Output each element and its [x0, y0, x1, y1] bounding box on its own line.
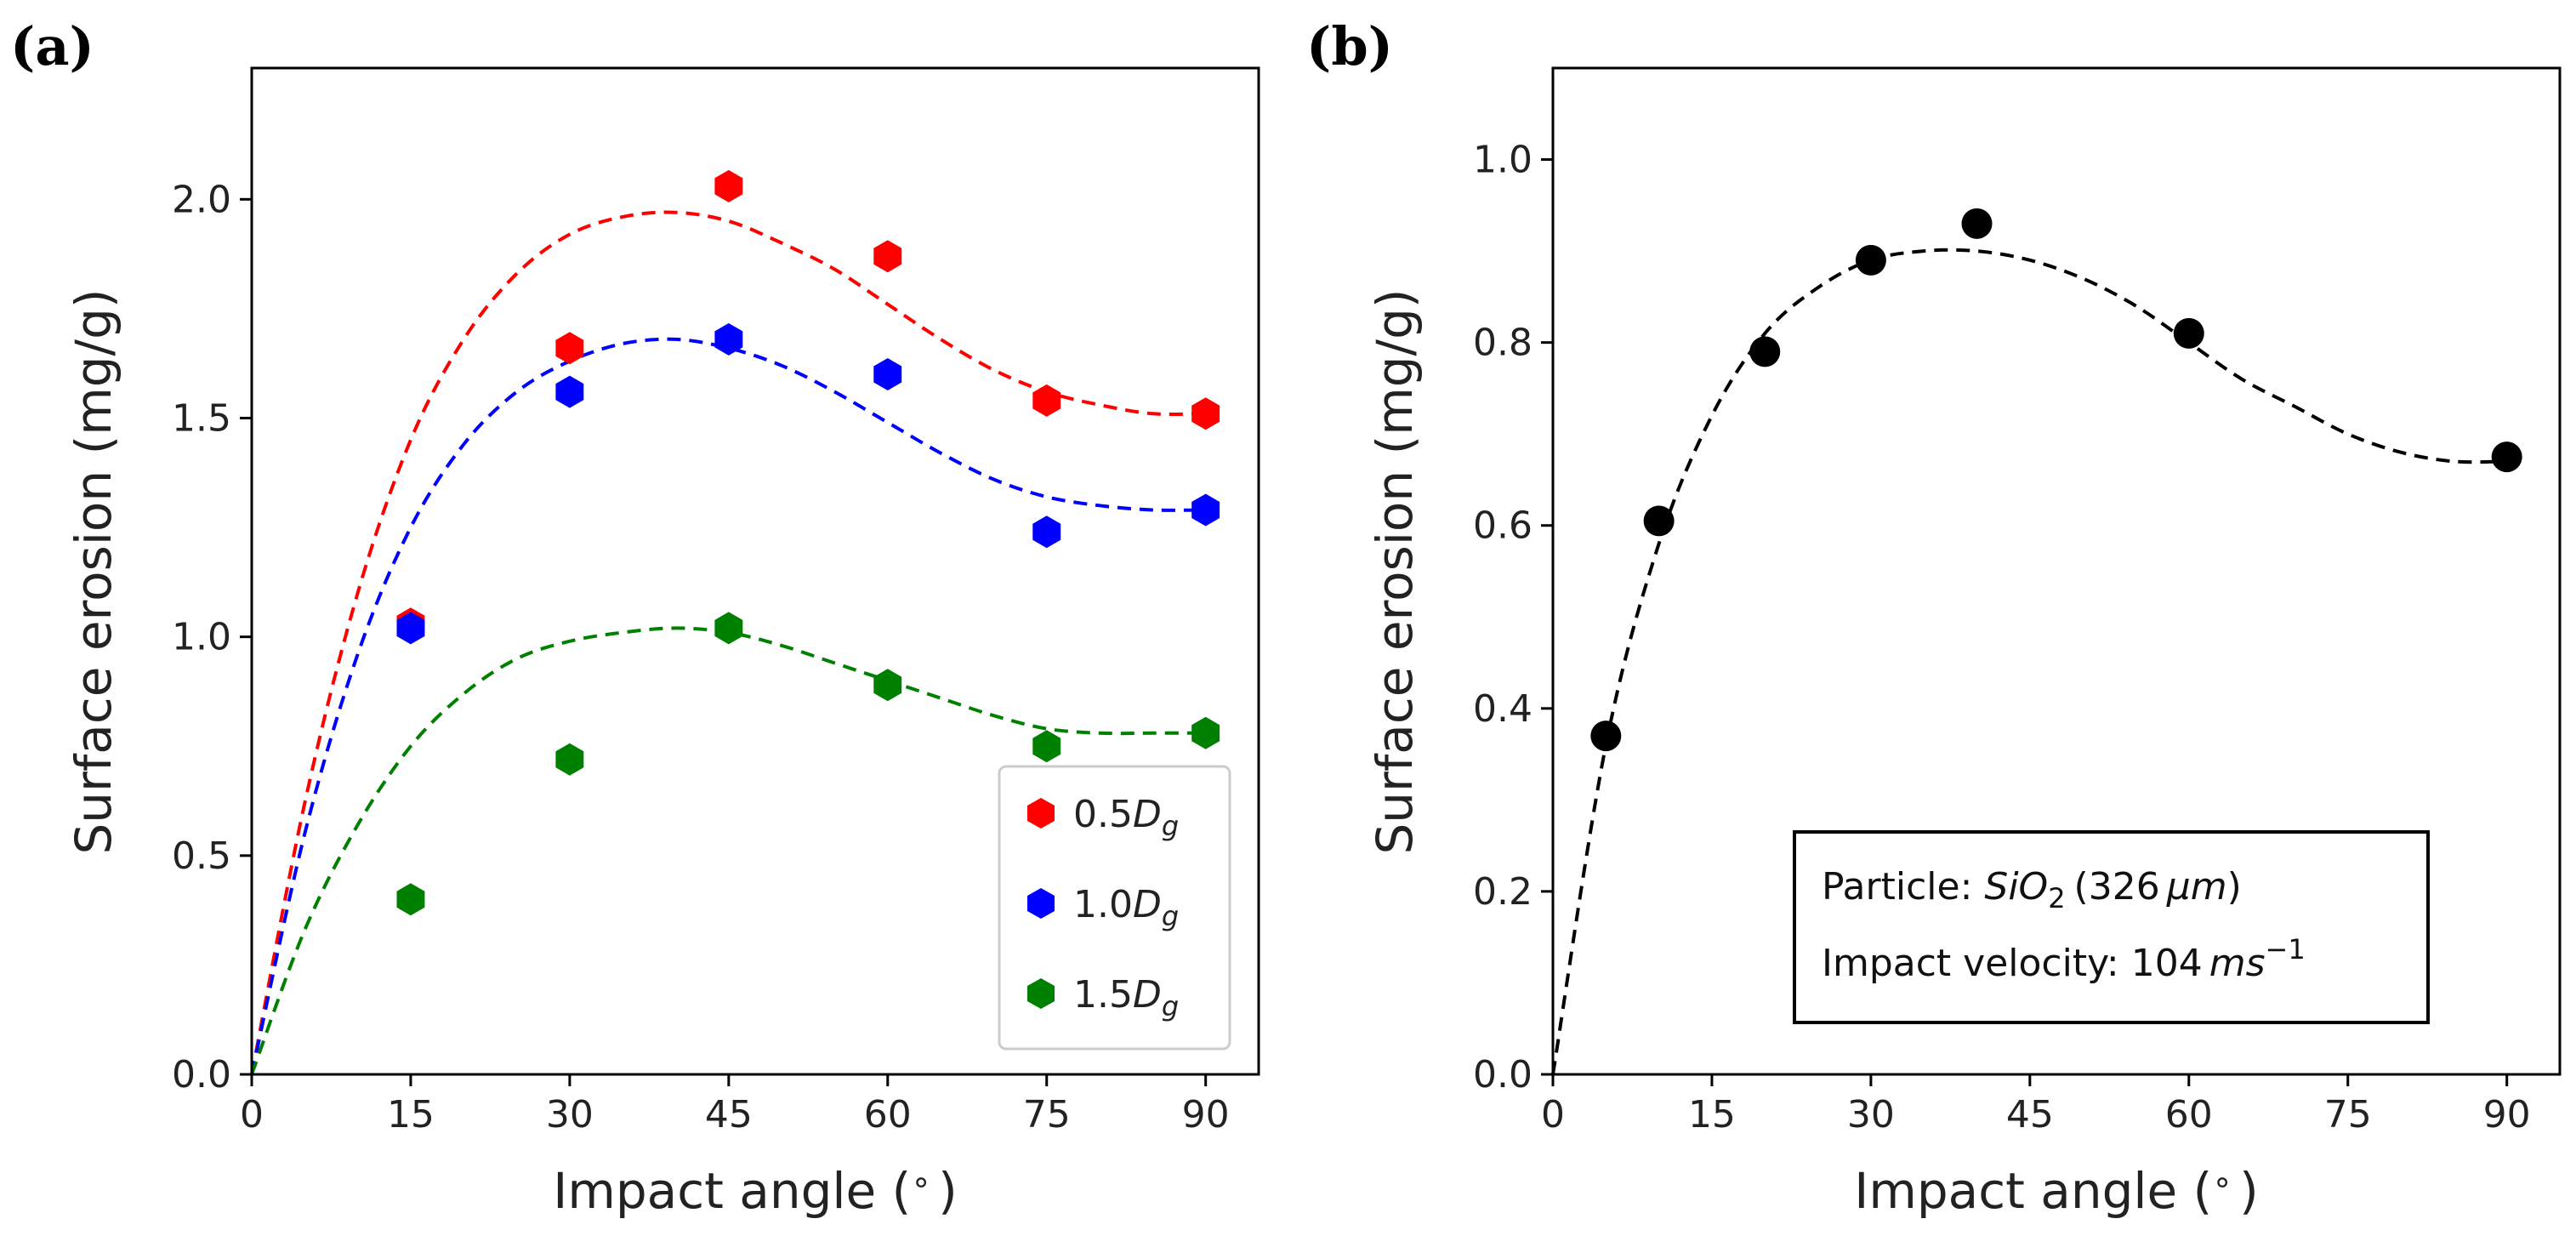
data-point-series-2	[1032, 730, 1061, 763]
panel-b-x-axis-label: Impact angle (∘)	[1854, 1162, 2258, 1220]
legend-item-1-0dg: 1.0Dg	[1027, 883, 1179, 932]
fit-curve-series-2	[250, 626, 1206, 1075]
legend-marker-red-hexagon	[1027, 798, 1055, 829]
data-point-series-1	[1032, 515, 1061, 549]
y-tick-label: 2.0	[172, 178, 231, 221]
panel-a-y-axis-label: Surface erosion (mg/g)	[65, 288, 122, 854]
data-point	[2173, 317, 2204, 349]
panel-b-y-axis-label: Surface erosion (mg/g)	[1366, 288, 1424, 854]
legend-label: 0.5Dg	[1073, 793, 1179, 842]
fit-curve-series-1	[250, 337, 1206, 1075]
data-point-series-1	[714, 322, 743, 356]
y-tick-label: 0.8	[1473, 322, 1533, 365]
legend-label: 1.0Dg	[1073, 883, 1179, 932]
legend-item-1-5dg: 1.5Dg	[1027, 973, 1179, 1022]
y-tick-label: 0.4	[1473, 687, 1533, 731]
data-point-series-2	[1191, 716, 1220, 749]
data-point-series-0	[1032, 384, 1061, 417]
annotation-particle-line: Particle: SiO2 (326 μm)	[1822, 865, 2242, 914]
x-tick-label: 0	[1541, 1093, 1565, 1136]
legend-frame	[998, 765, 1231, 1051]
data-point-series-1	[555, 375, 584, 408]
x-tick-label: 30	[1847, 1093, 1895, 1136]
data-point	[1961, 208, 1993, 239]
annotation-frame	[1793, 830, 2430, 1024]
panel-b-label: (b)	[1306, 15, 1393, 77]
y-tick-label: 1.0	[1473, 139, 1533, 182]
data-point-series-1	[873, 358, 902, 390]
y-tick-label: 0.2	[1473, 870, 1533, 914]
data-point	[1749, 336, 1781, 367]
x-tick-label: 30	[546, 1093, 594, 1136]
data-point-series-1	[396, 612, 425, 645]
x-tick-label: 15	[1688, 1093, 1736, 1136]
x-tick-label: 0	[240, 1093, 264, 1136]
panel-a-label: (a)	[10, 15, 94, 77]
x-tick-label: 45	[705, 1093, 753, 1136]
x-tick-label: 60	[864, 1093, 912, 1136]
panel-a-legend: 0.5Dg 1.0Dg 1.5Dg	[998, 765, 1231, 1051]
legend-marker-green-hexagon	[1027, 978, 1055, 1009]
annotation-velocity-line: Impact velocity: 104 ms−1	[1822, 933, 2306, 985]
data-point-series-0	[873, 240, 902, 273]
x-tick-label: 45	[2006, 1093, 2054, 1136]
y-tick-label: 0.0	[172, 1053, 231, 1096]
data-point-series-2	[873, 669, 902, 702]
data-point-series-2	[555, 743, 584, 776]
data-point-series-2	[396, 883, 425, 916]
x-tick-label: 90	[1182, 1093, 1230, 1136]
y-tick-label: 1.0	[172, 616, 231, 659]
degree-symbol: ∘	[2212, 1163, 2232, 1200]
data-point	[1643, 505, 1675, 537]
y-tick-label: 0.0	[1473, 1053, 1533, 1096]
panel-a: (a) 0 15 30 45 60 75 90 0.0 0.5 1.0 1.5 2.0 Surface…	[10, 15, 1260, 1220]
y-tick-label: 1.5	[172, 396, 231, 440]
data-point	[1590, 721, 1622, 752]
y-tick-label: 0.5	[172, 834, 231, 878]
panel-a-x-axis-label: Impact angle (∘)	[553, 1162, 957, 1220]
fit-curve-series-0	[1551, 248, 2507, 1075]
data-point	[1855, 244, 1886, 276]
x-tick-label: 75	[1023, 1093, 1071, 1136]
panel-b: (b) 0 15 30 45 60 75 90 0.0 0.2 0.4 0.6 0.8 1.0 Surf…	[1306, 15, 2562, 1220]
data-point-series-0	[1191, 397, 1220, 430]
x-tick-label: 90	[2483, 1093, 2531, 1136]
x-tick-label: 15	[387, 1093, 435, 1136]
data-point	[2491, 441, 2522, 473]
data-point-series-1	[1191, 493, 1220, 527]
panel-b-plot-area: 0 15 30 45 60 75 90 0.0 0.2 0.4 0.6 0.8 1.0	[1473, 139, 2531, 1136]
y-tick-label: 0.6	[1473, 504, 1533, 548]
legend-item-0-5dg: 0.5Dg	[1027, 793, 1179, 842]
panel-a-axes-frame	[250, 66, 1260, 1076]
degree-symbol: ∘	[911, 1163, 931, 1200]
data-point-series-0	[714, 169, 743, 202]
fit-curve-series-0	[250, 210, 1206, 1075]
data-point-series-0	[555, 332, 584, 365]
panel-b-axes-frame	[1551, 66, 2562, 1076]
x-tick-label: 60	[2165, 1093, 2213, 1136]
legend-label: 1.5Dg	[1073, 973, 1179, 1022]
panel-b-annotation-box: Particle: SiO2 (326 μm) Impact velocity: 1…	[1793, 830, 2430, 1024]
x-tick-label: 75	[2324, 1093, 2372, 1136]
panel-a-plot-area: 0 15 30 45 60 75 90 0.0 0.5 1.0 1.5 2.0	[172, 169, 1230, 1136]
data-point-series-2	[714, 612, 743, 645]
legend-marker-blue-hexagon	[1027, 888, 1055, 919]
